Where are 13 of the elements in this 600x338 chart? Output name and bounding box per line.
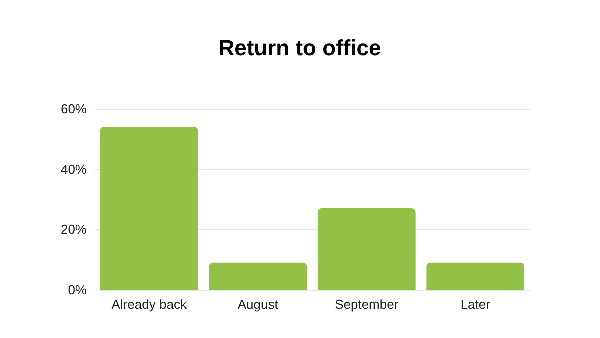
x-tick-label: Later — [460, 297, 492, 312]
bar — [318, 208, 416, 290]
bar — [209, 262, 308, 290]
chart-title: Return to office — [218, 36, 382, 60]
bar — [100, 127, 198, 290]
y-tick-label: 60% — [60, 102, 88, 116]
bar — [426, 262, 525, 290]
y-tick-label: 20% — [60, 222, 88, 238]
x-tick-label: August — [238, 297, 279, 312]
y-tick-label: 40% — [60, 162, 88, 177]
x-tick-label: Already back — [112, 297, 188, 312]
y-tick-label: 0% — [68, 282, 88, 298]
x-tick-label: September — [335, 297, 400, 312]
